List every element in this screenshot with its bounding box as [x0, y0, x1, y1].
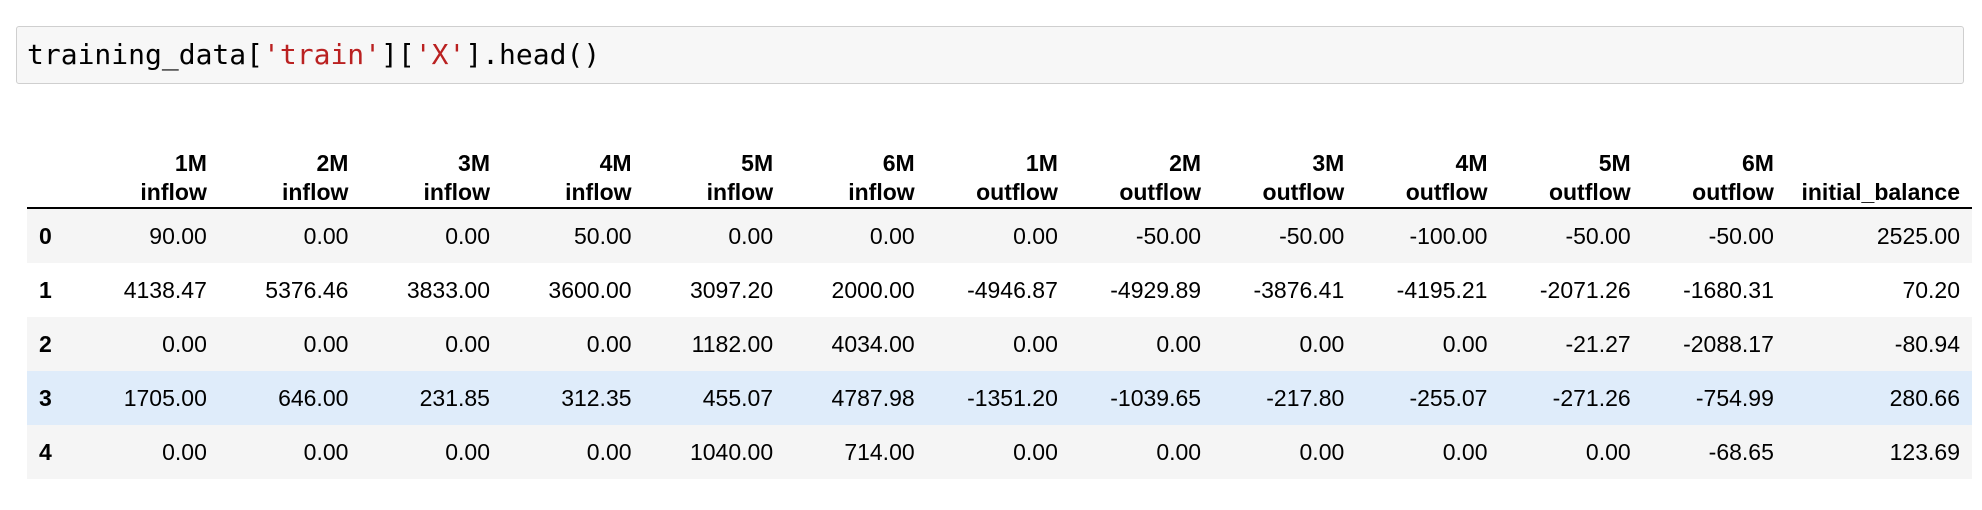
table-cell: 0.00 — [303, 438, 349, 465]
table-cell: 0.00 — [303, 330, 349, 357]
table-body: 0 90.00 0.00 0.00 50.00 0.00 0.00 0.00 -50.00 -50… — [27, 208, 1972, 479]
table-cell: -3876.41 — [1253, 276, 1345, 303]
column-header: initial_balance — [1785, 126, 1972, 209]
table-cell: 0.00 — [1299, 438, 1345, 465]
table-cell: 70.20 — [1902, 276, 1960, 303]
table-row: 0 90.00 0.00 0.00 50.00 0.00 0.00 0.00 -50.00 -50… — [27, 208, 1972, 263]
table-cell: 0.00 — [445, 438, 490, 465]
table-cell: -217.80 — [1266, 384, 1345, 411]
table-cell: -1039.65 — [1110, 384, 1202, 411]
table-cell: -1680.31 — [1683, 276, 1774, 303]
table-cell: -50.00 — [1135, 222, 1202, 249]
table-cell: 312.35 — [561, 384, 632, 411]
table-cell: 714.00 — [844, 438, 915, 465]
table-cell: -50.00 — [1565, 222, 1631, 249]
table-cell: 3600.00 — [548, 276, 632, 303]
table-cell: 455.07 — [702, 384, 774, 411]
table-cell: -100.00 — [1409, 222, 1488, 249]
table-cell: 0.00 — [586, 330, 632, 357]
table-cell: 3097.20 — [689, 276, 774, 303]
table-cell: 2000.00 — [831, 276, 915, 303]
table-cell: 90.00 — [149, 222, 207, 249]
table-cell: 2525.00 — [1876, 222, 1960, 249]
table-cell: -21.27 — [1565, 330, 1631, 357]
table-cell: -255.07 — [1409, 384, 1488, 411]
column-header: 5M outflow — [1499, 126, 1643, 209]
table-cell: -2071.26 — [1539, 276, 1631, 303]
table-row: 1 4138.47 5376.46 3833.00 3600.00 3097.20 2000… — [27, 263, 1972, 317]
row-index: 0 — [39, 222, 52, 249]
table-cell: 231.85 — [419, 384, 490, 411]
code-input-cell[interactable]: training_data['train']['X'].head() — [16, 26, 1964, 84]
table-cell: -4946.87 — [967, 276, 1058, 303]
output-area: 1M inflow 2M inflow 3M inflow 4M inflow 5M i… — [27, 126, 1972, 479]
table-cell: 646.00 — [278, 384, 349, 411]
column-header: 6M outflow — [1642, 126, 1786, 209]
table-row: 2 0.00 0.00 0.00 0.00 1182.00 4034.00 0.00 0.00 0… — [27, 317, 1972, 371]
column-header: 3M inflow — [360, 126, 502, 209]
table-cell: -80.94 — [1894, 330, 1960, 357]
column-header: 5M inflow — [643, 126, 786, 209]
dataframe-table: 1M inflow 2M inflow 3M inflow 4M inflow 5M i… — [27, 126, 1972, 479]
table-cell: -50.00 — [1279, 222, 1345, 249]
table-cell: 0.00 — [1156, 438, 1202, 465]
table-cell: 0.00 — [728, 222, 774, 249]
index-header — [27, 126, 78, 209]
table-cell: 0.00 — [162, 438, 207, 465]
table-cell: 0.00 — [1585, 438, 1631, 465]
table-cell: 0.00 — [586, 438, 632, 465]
table-cell: 4787.98 — [831, 384, 915, 411]
table-cell: 50.00 — [573, 222, 632, 249]
code-text-mid: ][ — [381, 38, 415, 71]
table-cell: 1705.00 — [123, 384, 207, 411]
table-cell: 0.00 — [445, 222, 490, 249]
table-cell: -2088.17 — [1683, 330, 1774, 357]
table-header-row: 1M inflow 2M inflow 3M inflow 4M inflow 5M i… — [27, 126, 1972, 209]
table-cell: 4138.47 — [123, 276, 207, 303]
table-cell: -4195.21 — [1396, 276, 1488, 303]
table-cell: 0.00 — [1156, 330, 1202, 357]
code-text-suffix: ].head() — [465, 38, 601, 71]
table-cell: 0.00 — [445, 330, 490, 357]
column-header: 6M inflow — [785, 126, 927, 209]
column-header: 1M inflow — [77, 126, 219, 209]
code-string-train: 'train' — [263, 38, 382, 71]
row-index: 2 — [39, 330, 52, 357]
table-cell: -271.26 — [1552, 384, 1631, 411]
code-text-prefix: training_data[ — [27, 38, 264, 71]
column-header: 2M outflow — [1069, 126, 1214, 209]
table-cell: 0.00 — [1013, 438, 1058, 465]
column-header: 1M outflow — [926, 126, 1070, 209]
code-string-x: 'X' — [414, 38, 466, 71]
row-index: 4 — [39, 438, 52, 465]
table-cell: 1040.00 — [689, 438, 774, 465]
table-cell: -754.99 — [1695, 384, 1774, 411]
table-cell: 0.00 — [1299, 330, 1345, 357]
column-header: 4M outflow — [1356, 126, 1500, 209]
table-cell: 280.66 — [1889, 384, 1960, 411]
table-cell: -68.65 — [1708, 438, 1774, 465]
table-cell: 123.69 — [1889, 438, 1960, 465]
table-row: 4 0.00 0.00 0.00 0.00 1040.00 714.00 0.00 0.00 0.… — [27, 425, 1972, 479]
table-cell: -1351.20 — [967, 384, 1058, 411]
table-cell: -50.00 — [1708, 222, 1774, 249]
table-cell: 0.00 — [1013, 330, 1058, 357]
column-header: 3M outflow — [1213, 126, 1357, 209]
table-cell: 3833.00 — [406, 276, 490, 303]
table-cell: 0.00 — [303, 222, 349, 249]
table-cell: 4034.00 — [831, 330, 915, 357]
row-index: 3 — [39, 384, 52, 411]
table-cell: 0.00 — [869, 222, 915, 249]
table-cell: 1182.00 — [691, 330, 774, 357]
column-header: 4M inflow — [501, 126, 644, 209]
table-row: 3 1705.00 646.00 231.85 312.35 455.07 4787.98 -… — [27, 371, 1972, 425]
table-cell: 0.00 — [1013, 222, 1058, 249]
column-header: 2M inflow — [218, 126, 361, 209]
table-cell: -4929.89 — [1110, 276, 1202, 303]
row-index: 1 — [39, 276, 52, 303]
table-cell: 0.00 — [162, 330, 207, 357]
table-cell: 5376.46 — [265, 276, 349, 303]
table-cell: 0.00 — [1442, 438, 1488, 465]
table-cell: 0.00 — [1442, 330, 1488, 357]
